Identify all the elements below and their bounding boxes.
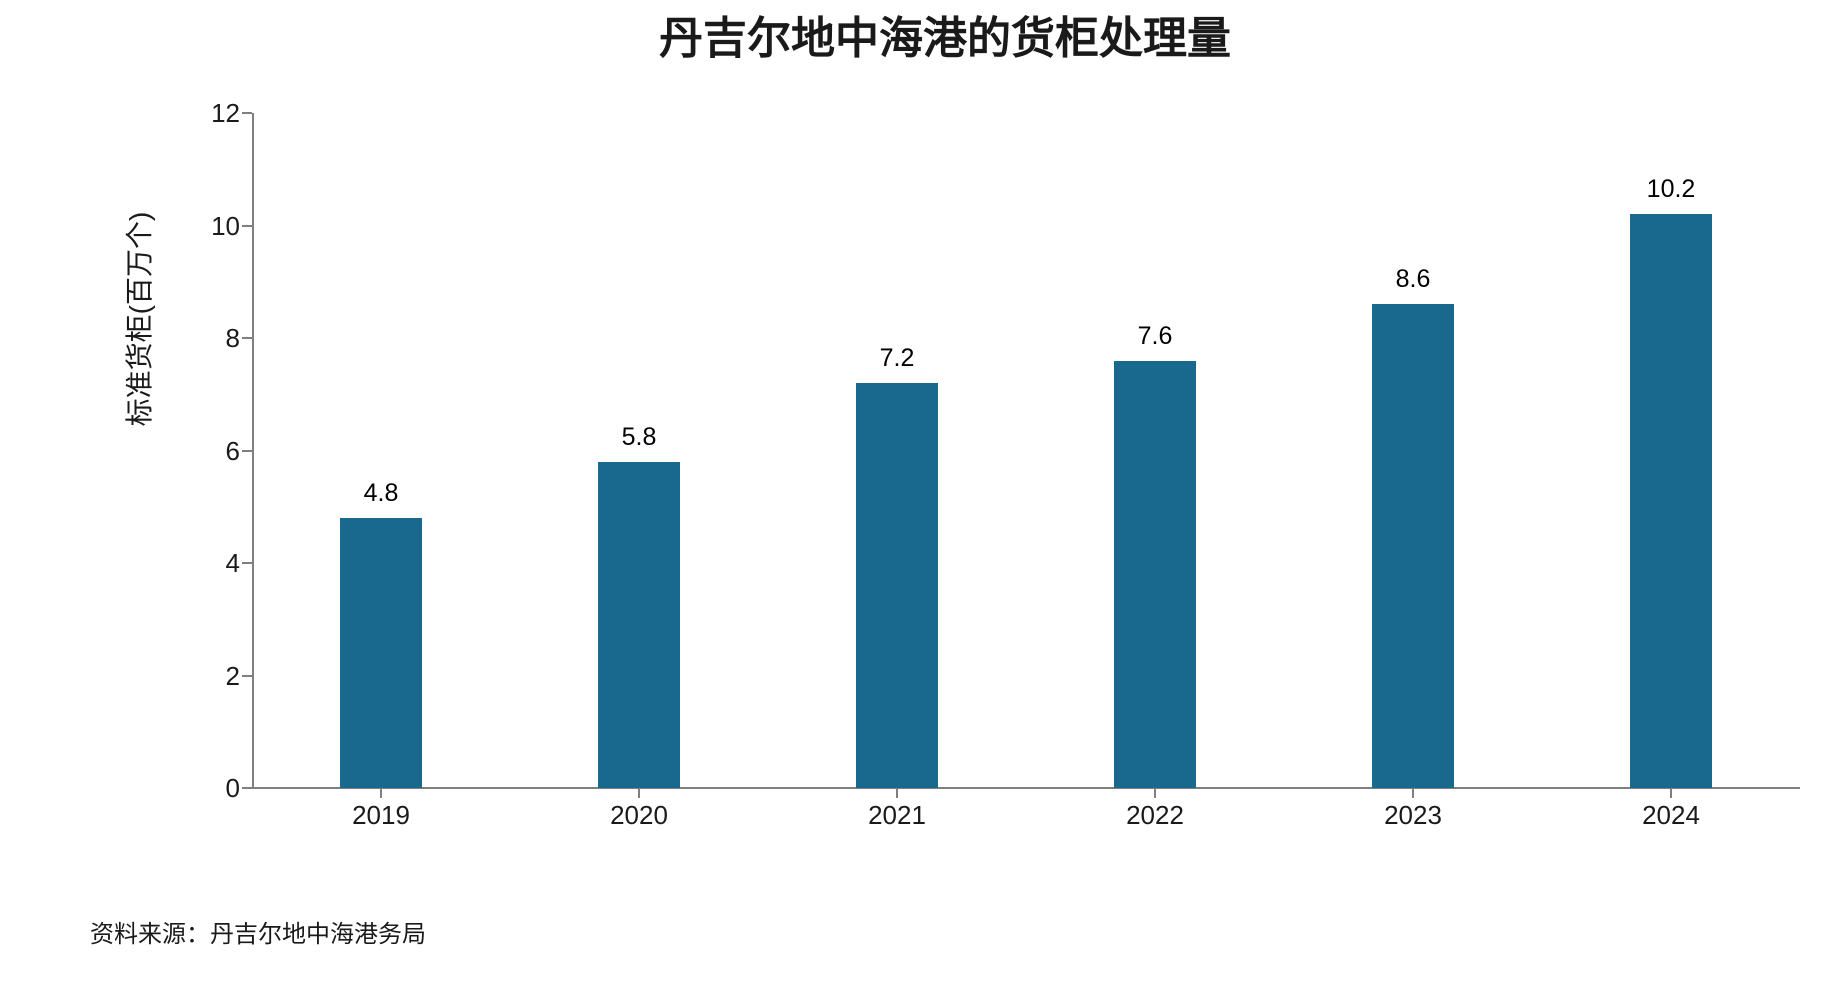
x-tick-label: 2019: [352, 800, 410, 830]
x-tick-label: 2022: [1126, 800, 1184, 830]
bar-value-label: 7.6: [1137, 321, 1173, 350]
y-tick-label: 0: [225, 773, 240, 803]
x-tick-mark: [896, 789, 898, 798]
bar: [856, 383, 938, 788]
bar-value-label: 8.6: [1395, 265, 1431, 294]
x-tick-mark: [1412, 789, 1414, 798]
x-tick-mark: [1670, 789, 1672, 798]
y-tick-label: 12: [211, 98, 240, 128]
bar: [598, 461, 680, 788]
y-tick-mark: [242, 224, 252, 227]
x-tick-mark: [638, 789, 640, 798]
y-tick-label: 6: [225, 435, 240, 466]
y-tick-label: 8: [225, 323, 240, 353]
bar-value-label: 10.2: [1646, 175, 1696, 204]
y-axis-label: 标准货柜(百万个): [124, 211, 155, 427]
y-tick-mark: [242, 337, 252, 339]
x-tick-label: 2020: [610, 800, 668, 830]
x-tick-label: 2021: [868, 800, 926, 830]
bar: [1630, 214, 1712, 788]
bar: [1372, 304, 1454, 788]
x-tick-label: 2023: [1384, 800, 1442, 830]
y-axis-line: [252, 113, 254, 788]
bar-value-label: 5.8: [621, 422, 657, 451]
y-tick-mark: [242, 112, 252, 114]
y-tick-mark: [242, 449, 252, 452]
y-tick-mark: [242, 787, 252, 789]
y-tick-label: 4: [225, 548, 240, 578]
y-tick-mark: [242, 674, 252, 677]
x-tick-label: 2024: [1642, 800, 1700, 830]
x-tick-mark: [380, 789, 382, 798]
bar-value-label: 4.8: [363, 479, 399, 507]
bar: [1114, 360, 1196, 788]
chart-title: 丹吉尔地中海港的货柜处理量: [659, 14, 1231, 63]
bar: [340, 518, 422, 788]
bar-value-label: 7.2: [879, 344, 915, 372]
y-tick-label: 2: [225, 660, 240, 691]
source-note: 资料来源：丹吉尔地中海港务局: [90, 921, 426, 948]
y-tick-mark: [242, 562, 252, 564]
x-tick-mark: [1154, 789, 1156, 798]
y-tick-label: 10: [211, 210, 240, 241]
x-axis-line: [252, 787, 1800, 789]
